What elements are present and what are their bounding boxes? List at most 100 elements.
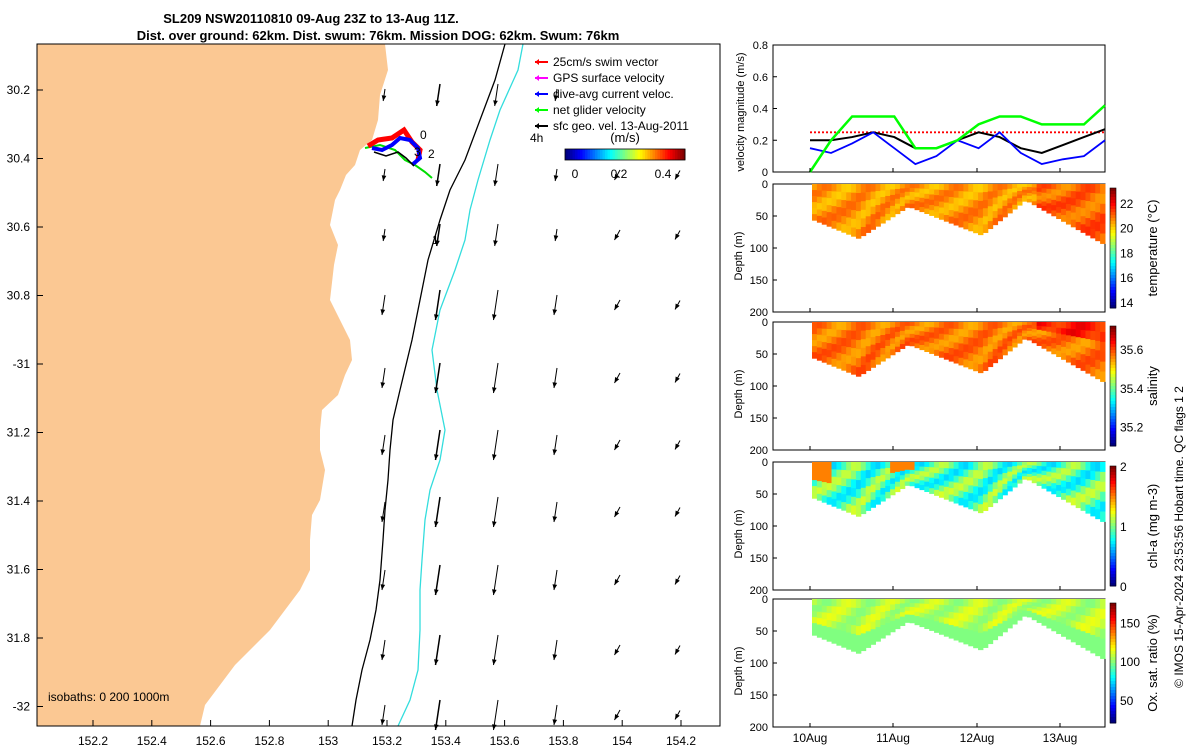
section-cell: [895, 618, 901, 625]
current-arrow: [380, 294, 386, 316]
section-cell: [1007, 613, 1013, 619]
section-cell: [904, 614, 911, 619]
section-cell: [997, 474, 1003, 481]
section-cell: [978, 615, 984, 625]
colorbar-cell: [602, 149, 606, 160]
section-cell: [973, 200, 979, 209]
section-cell: [860, 607, 867, 617]
section-cell: [968, 329, 974, 339]
section-cell: [1056, 467, 1062, 475]
section-cell: [943, 208, 950, 216]
section-cell: [1100, 351, 1106, 363]
section-cell: [1012, 470, 1018, 475]
section-cell: [1007, 462, 1013, 468]
section-colorbar-cell: [1110, 296, 1116, 300]
section-cell: [992, 489, 999, 497]
section-cell: [1080, 478, 1086, 487]
section-cell: [919, 484, 925, 491]
section-cell: [1026, 336, 1033, 341]
section-cell: [1051, 322, 1057, 328]
section-cell: [1036, 199, 1043, 205]
section-cell: [890, 626, 896, 633]
section-cell: [1070, 613, 1077, 621]
section-cell: [1041, 620, 1047, 626]
section-cell: [846, 363, 852, 373]
section-cell: [1007, 203, 1013, 209]
section-cell: [865, 478, 872, 487]
section-cell: [997, 462, 1003, 469]
section-cell: [831, 329, 837, 338]
section-cell: [1070, 606, 1077, 614]
map-x-tick-label: 153.4: [431, 734, 461, 748]
section-cell: [987, 621, 994, 630]
section-cell: [890, 338, 896, 345]
section-colorbar-cell: [1110, 571, 1116, 575]
section-cell: [924, 623, 930, 630]
legend-label: 25cm/s swim vector: [553, 55, 658, 69]
section-colorbar-cell: [1110, 437, 1116, 441]
section-cell: [1065, 625, 1072, 633]
section-cell: [841, 184, 847, 193]
section-cell: [826, 184, 833, 192]
section-colorbar-cell: [1110, 341, 1116, 345]
day-label-10aug: 10Aug: [793, 731, 828, 745]
section-cell: [821, 342, 828, 350]
section-cell: [934, 338, 940, 345]
section-cell: [851, 184, 857, 194]
section-cell: [851, 322, 857, 332]
section-cell: [1090, 462, 1096, 472]
section-cell: [929, 477, 935, 484]
section-cell: [1036, 606, 1043, 612]
current-arrow: [434, 496, 441, 528]
section-cell: [904, 187, 911, 193]
section-colorbar-cell: [1110, 419, 1116, 423]
section-cell: [973, 639, 979, 649]
section-cell: [904, 329, 911, 335]
section-cell: [816, 215, 823, 223]
section-cell: [1036, 203, 1043, 208]
section-cell: [1002, 327, 1008, 334]
map-y-tick-label: -31: [13, 357, 31, 371]
section-colorbar-cell: [1110, 651, 1116, 655]
section-cell: [895, 208, 901, 215]
section-cell: [924, 599, 930, 605]
section-colorbar-frame: [1109, 187, 1117, 309]
section-cell: [899, 603, 906, 609]
section-cell: [890, 343, 896, 350]
section-cell: [997, 480, 1003, 487]
section-cell: [1100, 213, 1106, 225]
section-cell: [997, 486, 1003, 494]
section-cell: [1012, 192, 1018, 197]
section-cell: [1070, 476, 1077, 484]
section-colorbar-cell: [1110, 520, 1116, 524]
section-cell: [973, 354, 979, 364]
section-cell: [812, 184, 818, 191]
section-cell: [870, 636, 876, 645]
land-area: [37, 44, 388, 726]
section-cell: [1080, 494, 1086, 503]
section-cell: [831, 206, 837, 214]
section-cell: [831, 469, 837, 478]
colorbar-tick-label: 0.4: [655, 167, 672, 181]
section-cell: [987, 469, 994, 478]
section-cell: [1046, 188, 1052, 195]
colorbar-cell: [592, 149, 596, 160]
section-cell: [987, 636, 994, 645]
section-cell: [963, 484, 969, 493]
section-cell: [1065, 605, 1072, 613]
section-cell: [831, 628, 837, 637]
section-cell: [963, 206, 969, 215]
section-cell: [1017, 187, 1023, 192]
section-cell: [1100, 471, 1106, 483]
section-cell: [1021, 333, 1028, 337]
section-cell: [909, 477, 916, 483]
section-cell: [1090, 607, 1096, 618]
section-cell: [895, 476, 901, 483]
colorbar-cell: [620, 149, 623, 160]
section-cell: [914, 205, 920, 211]
section-cell: [1041, 339, 1047, 345]
section-cell: [895, 462, 901, 468]
section-cell: [943, 196, 950, 204]
section-cell: [909, 187, 916, 193]
current-arrow: [492, 634, 499, 666]
